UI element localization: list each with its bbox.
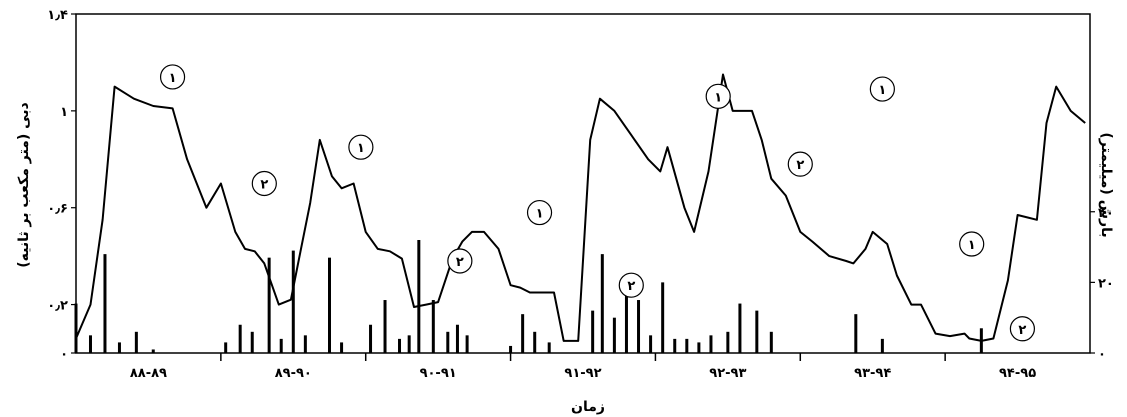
peak-marker-circle (787, 151, 813, 177)
x-tick-label: ۸۸-۸۹ (130, 366, 167, 381)
peak-marker-label: ۲ (456, 255, 464, 270)
x-tick-label: ۹۳-۹۴ (854, 366, 891, 381)
precip-bar (509, 345, 513, 353)
precip-bar (755, 310, 759, 353)
left-tick-label: ۰ (60, 347, 68, 362)
precip-bar (533, 331, 537, 353)
precip-bar (431, 300, 435, 353)
peak-marker-label: ۱ (878, 83, 886, 98)
peak-marker-circle (447, 248, 473, 274)
precip-bar (250, 331, 254, 353)
right-tick-label: ۰ (1098, 347, 1106, 362)
discharge-line (75, 73, 1086, 342)
left-tick-label: ۱٫۴ (47, 8, 68, 23)
precip-bar (417, 240, 421, 353)
precip-bar (267, 257, 271, 353)
x-tick-label: ۹۱-۹۲ (564, 366, 601, 381)
precip-bar (446, 331, 450, 353)
peak-marker-label: ۱ (536, 207, 544, 222)
right-tick-label: ۴۰ (1098, 206, 1114, 221)
precip-bar (103, 254, 107, 353)
precip-bar (224, 342, 228, 353)
precip-bar (151, 349, 155, 353)
precip-bar (697, 342, 701, 353)
peak-marker-label: ۲ (260, 178, 268, 193)
precip-bar (854, 314, 858, 353)
precip-bar (880, 338, 884, 353)
precip-bar (465, 335, 469, 353)
x-tick-label: ۸۹-۹۰ (275, 366, 312, 381)
peak-marker-label: ۱ (357, 141, 365, 156)
precip-bar (279, 338, 283, 353)
x-tick-label: ۹۴-۹۵ (999, 366, 1036, 381)
precip-bar (738, 303, 742, 353)
peak-marker-label: ۱ (968, 238, 976, 253)
plot-frame (75, 13, 1091, 354)
peak-marker-circle (159, 64, 186, 90)
peak-marker-circle (618, 272, 644, 298)
right-tick-label: ۲۰ (1098, 276, 1114, 291)
x-tick-label: ۹۰-۹۱ (420, 366, 457, 381)
precip-bar (407, 335, 411, 353)
x-tick-label: ۹۲-۹۳ (709, 366, 746, 381)
precip-bar (661, 282, 665, 353)
precip-bar (600, 254, 604, 353)
precip-bar (521, 314, 525, 353)
precip-bar (455, 324, 459, 353)
precip-bar (398, 338, 402, 353)
left-tick-label: ۱ (60, 105, 68, 120)
tick-labels: ۰ ۰٫۲ ۰٫۶ ۱ ۱٫۴ ۰ ۲۰ ۴۰ ۸۸-۸۹ ۸۹-۹۰ ۹۰-۹۱ ۹۱-۹۲ ۹۲-۹… (47, 8, 1114, 381)
precip-bar (637, 300, 641, 353)
precip-bar (134, 331, 138, 353)
precip-bar (383, 300, 387, 353)
precip-bar (591, 310, 595, 353)
peak-marker-label: ۱ (169, 71, 177, 86)
precip-bar (291, 250, 295, 353)
left-y-axis-label: دبی (متر مکعب بر ثانیه) (16, 102, 32, 267)
precip-bar (709, 335, 713, 353)
right-y-axis-label: بارش (میلیمتر) (1098, 132, 1114, 237)
precip-bar (673, 338, 677, 353)
peak-marker-label: ۱ (714, 90, 722, 105)
precip-bar (726, 331, 730, 353)
precip-bar (547, 342, 551, 353)
peak-marker-circle (1009, 316, 1036, 342)
left-tick-label: ۰٫۶ (47, 202, 68, 217)
discharge-series-line (75, 73, 1086, 342)
peak-marker-label: ۲ (796, 158, 804, 173)
peak-marker-label: ۲ (1018, 323, 1026, 338)
precip-bar (624, 292, 628, 353)
peak-marker-circle (959, 231, 985, 257)
peak-marker-circle (251, 170, 277, 197)
precip-bar (74, 303, 78, 353)
peak-marker-label: ۲ (627, 279, 635, 294)
precip-bar (117, 342, 121, 353)
peak-marker-circle (348, 134, 374, 160)
peak-marker-circle (705, 83, 731, 109)
precip-bar (685, 338, 689, 353)
axes (71, 13, 1095, 361)
precip-bar (238, 324, 242, 353)
precip-bar (328, 257, 331, 353)
precip-bar (369, 324, 373, 353)
peak-markers: ۱ ۲ ۱ ۲ ۱ ۲ ۱ ۲ ۱ ۱ ۲ (159, 64, 1036, 342)
precipitation-bars (74, 240, 983, 353)
precip-bar (303, 335, 307, 353)
precip-bar (769, 331, 773, 353)
precip-bar (88, 335, 92, 353)
left-tick-label: ۰٫۲ (47, 299, 68, 314)
peak-marker-circle (869, 76, 895, 102)
peak-marker-circle (526, 199, 553, 226)
precip-bar (340, 342, 344, 353)
precip-bar (612, 317, 616, 353)
precip-bar (649, 335, 653, 353)
x-axis-label: زمان (571, 399, 605, 415)
